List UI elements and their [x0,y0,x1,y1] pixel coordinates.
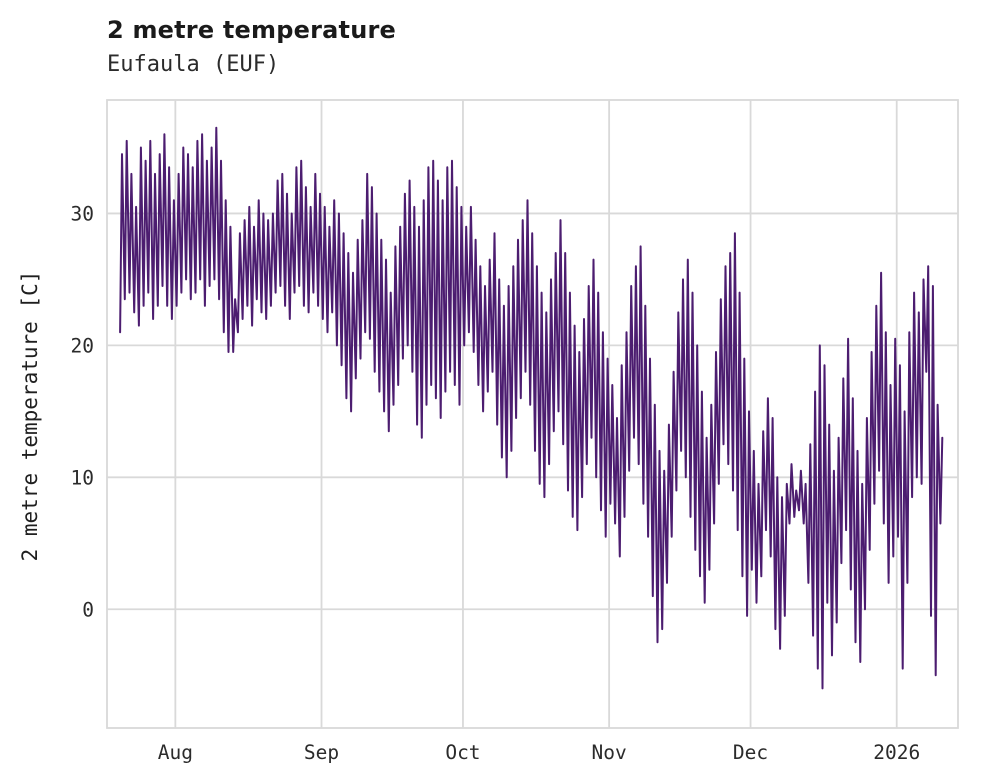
plot-background [107,100,958,728]
temperature-line [119,126,944,690]
x-tick-label: Aug [158,741,193,764]
chart-title: 2 metre temperature [107,16,396,44]
chart-subtitle: Eufaula (EUF) [107,52,280,77]
x-tick-label: Sep [304,741,339,764]
x-tick-label: 2026 [873,741,920,764]
y-tick-label: 0 [82,598,94,621]
x-tick-label: Oct [445,741,480,764]
y-tick-label: 10 [71,466,94,489]
y-tick-label: 30 [71,202,94,225]
plot-frame [106,99,959,729]
x-tick-label: Nov [591,741,626,764]
y-tick-label: 20 [71,334,94,357]
x-tick-label: Dec [733,741,768,764]
